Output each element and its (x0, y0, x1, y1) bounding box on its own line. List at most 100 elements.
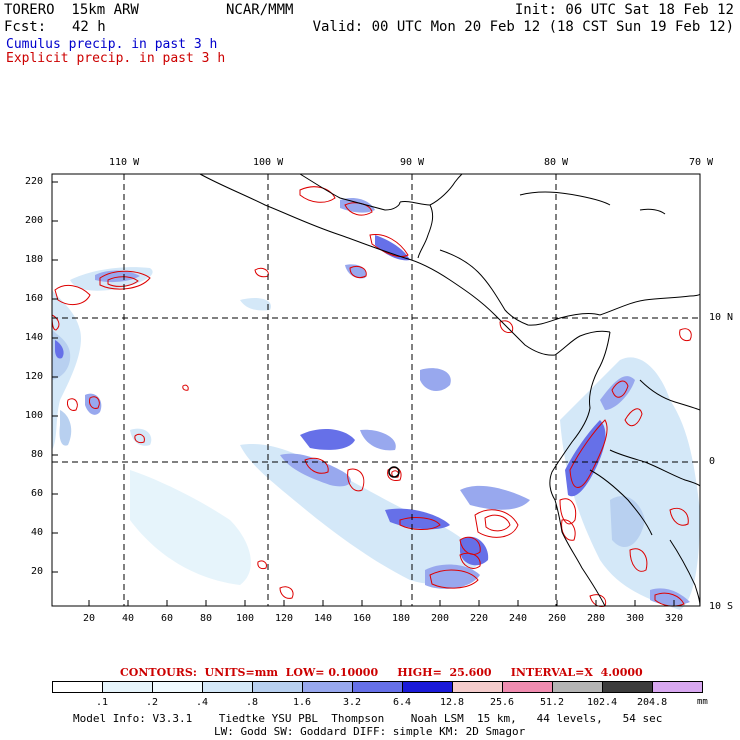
colorbar-swatch (552, 681, 603, 693)
explicit-precip-contour (459, 536, 481, 555)
lat-label-10n: 10 N (709, 312, 734, 323)
coastline-cuba (519, 191, 611, 206)
y-tick-label: 140 (25, 332, 44, 343)
explicit-precip-contour (107, 276, 139, 287)
explicit-precip-contour (679, 328, 692, 341)
explicit-precip-contour (629, 548, 648, 572)
explicit-precip-contour (344, 202, 373, 216)
x-tick-label: 280 (587, 613, 606, 624)
coastline-panama (554, 330, 611, 356)
coastline-yucatan (399, 201, 434, 259)
x-tick-label: 60 (161, 613, 174, 624)
coastline-peru-border (589, 469, 653, 536)
coastline-caribbean (439, 249, 601, 326)
colorbar-label: .1 (96, 697, 109, 708)
coastline-colombia (549, 331, 611, 607)
cumulus-precip-area (600, 376, 635, 410)
colorbar-unit: mm (697, 697, 708, 707)
colorbar-label: 204.8 (637, 697, 668, 708)
explicit-precip-contour (459, 552, 481, 569)
y-tick-label: 220 (25, 176, 44, 187)
x-tick-label: 200 (431, 613, 450, 624)
colorbar-swatch (652, 681, 703, 693)
y-tick-label: 200 (25, 215, 44, 226)
colorbar-label: .4 (196, 697, 209, 708)
explicit-precip-contour (134, 433, 145, 444)
cumulus-precip-area (300, 428, 355, 450)
x-tick-label: 140 (314, 613, 333, 624)
cumulus-precip-area (385, 508, 450, 530)
colorbar-swatch (302, 681, 353, 693)
precip-shading (52, 198, 700, 610)
colorbar-label: 102.4 (587, 697, 618, 708)
colorbar-label: 1.6 (293, 697, 312, 708)
cumulus-precip-area (340, 198, 375, 213)
explicit-precip-contour (569, 419, 608, 488)
colorbar-swatch (402, 681, 453, 693)
left-ticks (52, 181, 58, 573)
cumulus-precip-area (560, 357, 700, 610)
x-tick-label: 180 (392, 613, 411, 624)
coastline-mexico (199, 173, 556, 356)
colorbar-label: 51.2 (540, 697, 565, 708)
cumulus-precip-area (240, 444, 480, 584)
explicit-precip-contour (54, 284, 91, 306)
colorbar-label: .2 (146, 697, 159, 708)
explicit-precip-contour (89, 396, 100, 409)
lon-label-80w: 80 W (544, 157, 569, 168)
colorbar-swatch (52, 681, 103, 693)
cumulus-precip-area (425, 564, 480, 589)
colorbar-label: 25.6 (490, 697, 515, 708)
explicit-precip-contour (654, 592, 685, 607)
lon-label-100w: 100 W (253, 157, 284, 168)
organization-label: NCAR/MMM (226, 2, 294, 18)
x-tick-label: 80 (200, 613, 213, 624)
x-tick-label: 320 (665, 613, 684, 624)
colorbar-swatch (152, 681, 203, 693)
explicit-precip-contour (559, 498, 577, 525)
lon-label-90w: 90 W (400, 157, 425, 168)
coastline-brazil-border (639, 379, 701, 411)
coastline-gulf (299, 173, 401, 211)
explicit-precip-contour (254, 267, 269, 278)
cumulus-legend: Cumulus precip. in past 3 h (6, 37, 218, 52)
cumulus-precip-area (460, 536, 489, 566)
explicit-precip-contour (669, 507, 689, 526)
forecast-label: Fcst: (4, 19, 47, 35)
cumulus-precip-area (375, 235, 410, 261)
cumulus-precip-area (130, 428, 152, 446)
x-tick-label: 100 (236, 613, 255, 624)
cumulus-precip-area (85, 393, 102, 415)
y-tick-label: 120 (25, 371, 44, 382)
explicit-precip-contour (624, 408, 643, 427)
colorbar-swatch (202, 681, 253, 693)
explicit-precip-contour (429, 569, 479, 589)
storm-marker (388, 466, 400, 478)
colorbar-swatch (602, 681, 653, 693)
explicit-precip-contour (304, 457, 329, 474)
colorbar-swatch (252, 681, 303, 693)
contours-info: CONTOURS: UNITS=mm LOW= 0.10000 HIGH= 25… (120, 666, 643, 679)
lat-label-10s: 10 S (709, 601, 734, 612)
x-tick-label: 240 (509, 613, 528, 624)
colorbar-label: 6.4 (393, 697, 412, 708)
init-time: Init: 06 UTC Sat 18 Feb 12 (514, 2, 734, 18)
explicit-precip-contour (347, 468, 365, 492)
colorbar-label: .8 (246, 697, 259, 708)
coastline-island (639, 208, 666, 215)
colorbar-label: 12.8 (440, 697, 465, 708)
explicit-precip-contour (611, 380, 629, 398)
forecast-hour: 42 h (72, 19, 106, 35)
explicit-precip-contour (257, 560, 267, 570)
explicit-precip-contour (182, 384, 189, 391)
colorbar-swatch (102, 681, 153, 693)
y-tick-label: 60 (31, 488, 44, 499)
explicit-precip-contour (561, 519, 576, 541)
x-tick-label: 300 (626, 613, 645, 624)
coastline-brazil-coast (669, 539, 701, 607)
cumulus-precip-area (650, 588, 690, 606)
y-tick-label: 40 (31, 527, 44, 538)
graticule (52, 174, 700, 606)
coastline-venezuela (599, 293, 701, 316)
bottom-ticks (88, 600, 675, 606)
